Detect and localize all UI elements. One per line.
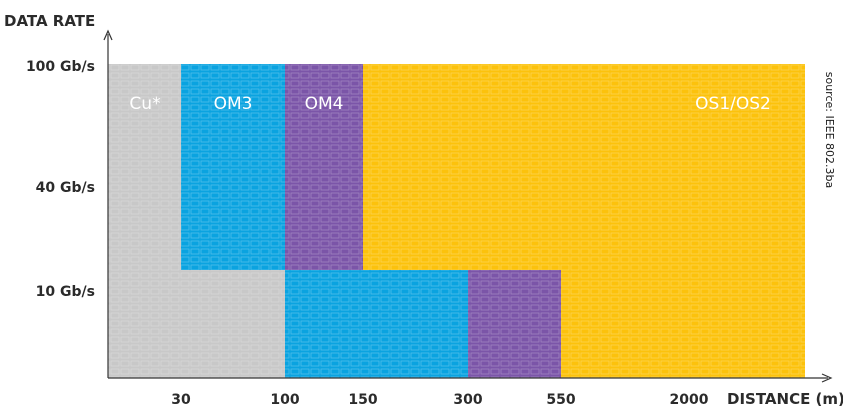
x-axis-arrow bbox=[821, 373, 833, 383]
label-os1-os2: OS1/OS2 bbox=[695, 94, 771, 114]
y-tick-10: 10 Gb/s bbox=[36, 284, 95, 300]
label-cu: Cu* bbox=[129, 94, 160, 114]
label-om4: OM4 bbox=[305, 94, 344, 114]
x-axis-title: DISTANCE (m) bbox=[727, 390, 843, 408]
x-tick-2000: 2000 bbox=[670, 392, 709, 408]
x-tick-550: 550 bbox=[546, 392, 575, 408]
x-tick-300: 300 bbox=[453, 392, 482, 408]
y-axis-title: DATA RATE bbox=[4, 12, 95, 30]
source-note: source: IEEE 802.3ba bbox=[823, 72, 836, 189]
x-tick-150: 150 bbox=[348, 392, 377, 408]
x-tick-100: 100 bbox=[270, 392, 299, 408]
texture-overlay bbox=[108, 64, 805, 378]
y-tick-40: 40 Gb/s bbox=[36, 180, 95, 196]
y-tick-100: 100 Gb/s bbox=[26, 59, 95, 75]
label-om3: OM3 bbox=[214, 94, 253, 114]
y-axis-arrow bbox=[103, 29, 113, 41]
x-tick-30: 30 bbox=[171, 392, 191, 408]
